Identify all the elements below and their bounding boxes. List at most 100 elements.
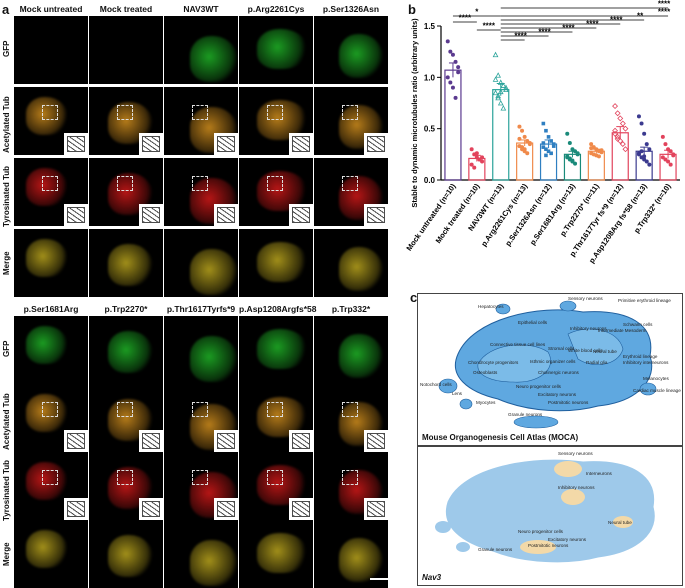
binarized-inset — [214, 204, 238, 226]
micrograph-tile — [239, 87, 313, 155]
y-tick-label: 1.5 — [424, 22, 436, 31]
micrograph-tile — [14, 316, 88, 384]
cell-type-label: Radial glia — [586, 360, 608, 365]
data-point — [647, 147, 652, 152]
binarized-inset — [364, 498, 388, 520]
micrograph-tile — [14, 520, 88, 588]
binarized-inset — [364, 430, 388, 452]
micrograph-tile — [89, 87, 163, 155]
x-tick-label: Mock treated (n=10) — [434, 182, 482, 245]
data-point — [642, 131, 647, 136]
micrograph-tile — [239, 452, 313, 520]
moca-umap — [438, 300, 657, 429]
data-point — [647, 162, 652, 167]
nav3-atlas-panel: Sensory neurons Interneurons Inhibitory ne… — [417, 446, 683, 586]
data-point — [500, 105, 507, 111]
column-header: NAV3WT — [183, 4, 219, 14]
data-point — [612, 103, 619, 110]
data-point — [612, 127, 619, 134]
data-point — [642, 154, 647, 159]
micrograph-tile — [164, 16, 238, 84]
cell-type-label: Stromal cells — [548, 346, 575, 351]
data-point — [445, 75, 450, 80]
column-header: p.Thr1617Tyrfs*9 — [166, 304, 236, 314]
data-point — [589, 142, 594, 147]
data-point — [546, 135, 551, 139]
data-point — [612, 130, 619, 137]
data-point — [551, 144, 556, 148]
micrograph-tile — [89, 158, 163, 226]
data-point — [541, 145, 546, 149]
zoom-region-box — [42, 470, 58, 485]
micrograph-tile — [239, 384, 313, 452]
cell-signal — [339, 538, 383, 582]
row-label: Merge — [2, 541, 11, 566]
data-point — [567, 141, 572, 146]
cell-signal — [257, 329, 308, 369]
zoom-region-box — [42, 176, 58, 191]
cell-type-label: Notochord cells — [420, 382, 452, 387]
row-label: GFP — [2, 340, 11, 357]
significance-label: * — [475, 8, 479, 17]
data-point — [469, 162, 474, 167]
panel-label-a: a — [2, 2, 10, 17]
data-point — [666, 159, 671, 164]
data-point — [522, 147, 527, 152]
cell-signal — [257, 242, 308, 282]
data-point — [474, 151, 479, 156]
data-point — [497, 88, 504, 95]
data-point — [520, 128, 525, 133]
data-point — [456, 70, 461, 75]
panel-label-c: c — [410, 290, 418, 305]
micrograph-tile — [314, 316, 388, 384]
data-point — [541, 141, 546, 145]
data-point — [445, 39, 450, 44]
data-point — [614, 110, 621, 117]
cell-type-label: Excitatory neurons — [538, 392, 577, 397]
mean-bar — [492, 89, 510, 181]
cell-type-label: Interneurons — [586, 471, 612, 476]
zoom-region-box — [267, 470, 283, 485]
mean-bar — [611, 132, 629, 181]
data-point — [614, 135, 621, 142]
data-point — [644, 159, 649, 164]
cell-type-label: Excitatory neurons — [548, 537, 587, 542]
data-point — [453, 59, 458, 64]
data-point — [639, 121, 644, 126]
micrograph-tile — [314, 520, 388, 588]
data-point — [660, 134, 665, 139]
micrograph-tile — [89, 520, 163, 588]
cell-type-label: Neuro progenitor cells — [518, 529, 563, 534]
cell-type-label: Intermediate Mesoderm — [598, 328, 647, 333]
cell-type-label: Postmitotic neurons — [528, 543, 569, 548]
micrograph-tile — [314, 384, 388, 452]
cell-signal — [190, 540, 238, 586]
data-point — [668, 162, 673, 167]
cell-signal — [26, 168, 68, 206]
data-point — [622, 146, 629, 153]
cell-type-label: Epithelial cells — [518, 320, 548, 325]
significance-label: **** — [459, 14, 472, 23]
zoom-region-box — [267, 176, 283, 191]
y-tick-label: 0.0 — [424, 176, 436, 185]
y-axis-label: Stable to dynamic microtubules ratio (ar… — [410, 18, 419, 208]
data-point — [448, 49, 453, 54]
data-point — [517, 136, 522, 141]
binarized-inset — [64, 204, 88, 226]
column-header: p.Ser1681Arg — [23, 304, 79, 314]
zoom-region-box — [267, 105, 283, 120]
zoom-region-box — [192, 176, 208, 191]
zoom-region-box — [117, 470, 133, 485]
binarized-inset — [64, 430, 88, 452]
significance-label: **** — [483, 22, 496, 31]
data-point — [500, 82, 507, 88]
binarized-inset — [139, 133, 163, 155]
data-point — [549, 151, 553, 156]
zoom-region-box — [192, 105, 208, 120]
ratio-chart: 0.0 0.5 1.0 1.5 Stable to dynamic microtubul… — [405, 0, 680, 265]
cell-signal — [26, 239, 68, 277]
cell-signal — [26, 462, 68, 500]
cell-signal — [108, 535, 153, 577]
cell-type-label: Chondrocyte progenitors — [468, 360, 519, 365]
micrograph-tile — [14, 384, 88, 452]
